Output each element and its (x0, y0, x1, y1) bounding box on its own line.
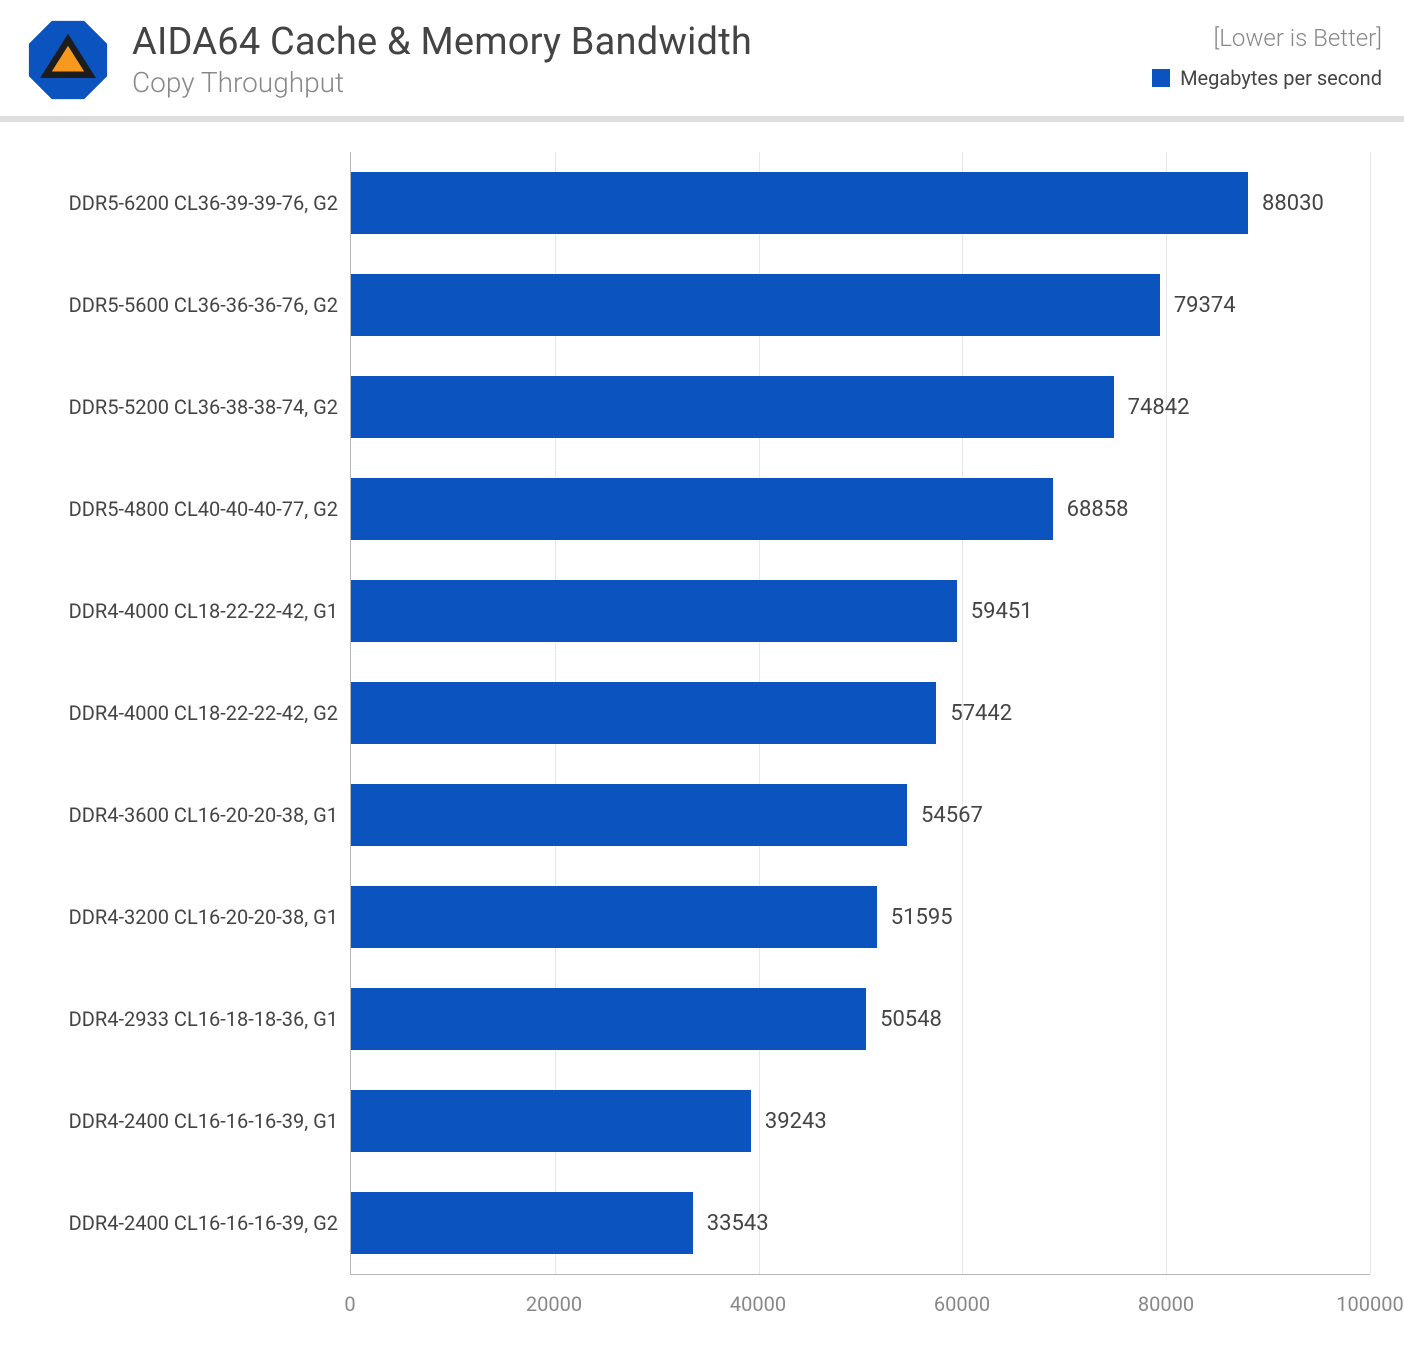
gridline (1370, 152, 1371, 1274)
category-label: DDR5-6200 CL36-39-39-76, G2 (10, 152, 350, 254)
bar-value-label: 57442 (936, 701, 1012, 726)
bar-row: 51595 (351, 866, 1370, 968)
plot-area: 88030 79374 74842 68858 59451 57442 54567 51595… (350, 152, 1370, 1274)
category-label: DDR4-2400 CL16-16-16-39, G1 (10, 1070, 350, 1172)
category-label: DDR4-2933 CL16-18-18-36, G1 (10, 968, 350, 1070)
bar (351, 376, 1114, 438)
category-label: DDR5-4800 CL40-40-40-77, G2 (10, 458, 350, 560)
category-label: DDR4-2400 CL16-16-16-39, G2 (10, 1172, 350, 1274)
legend-swatch-icon (1152, 69, 1170, 87)
bar (351, 1192, 693, 1254)
bar-row: 50548 (351, 968, 1370, 1070)
bar-row: 74842 (351, 356, 1370, 458)
bar (351, 478, 1053, 540)
category-label: DDR4-4000 CL18-22-22-42, G1 (10, 560, 350, 662)
bar-row: 39243 (351, 1070, 1370, 1172)
bar-rows: 88030 79374 74842 68858 59451 57442 54567 51595… (351, 152, 1370, 1274)
bar-row: 79374 (351, 254, 1370, 356)
chart-header: AIDA64 Cache & Memory Bandwidth Copy Thr… (0, 0, 1404, 122)
chart-area: DDR5-6200 CL36-39-39-76, G2DDR5-5600 CL3… (0, 122, 1404, 1340)
bar-value-label: 59451 (957, 599, 1033, 624)
x-tick-label: 100000 (1336, 1292, 1403, 1316)
x-tick-label: 60000 (934, 1292, 990, 1316)
bar (351, 172, 1248, 234)
category-label: DDR4-4000 CL18-22-22-42, G2 (10, 662, 350, 764)
category-label: DDR5-5600 CL36-36-36-76, G2 (10, 254, 350, 356)
legend-label: Megabytes per second (1180, 66, 1382, 90)
legend: Megabytes per second (1152, 66, 1382, 90)
bar-value-label: 79374 (1160, 293, 1236, 318)
chart-title: AIDA64 Cache & Memory Bandwidth (132, 20, 1152, 64)
x-axis-line (350, 1274, 1370, 1282)
bar-row: 33543 (351, 1172, 1370, 1274)
bar (351, 886, 877, 948)
site-logo-icon (22, 14, 114, 106)
bar-value-label: 54567 (907, 803, 983, 828)
x-tick-label: 20000 (526, 1292, 582, 1316)
bar-row: 59451 (351, 560, 1370, 662)
bar (351, 274, 1160, 336)
bar-value-label: 39243 (751, 1109, 827, 1134)
bar (351, 1090, 751, 1152)
bar-row: 88030 (351, 152, 1370, 254)
x-tick-label: 80000 (1138, 1292, 1194, 1316)
category-label: DDR5-5200 CL36-38-38-74, G2 (10, 356, 350, 458)
bar (351, 784, 907, 846)
bar-value-label: 33543 (693, 1211, 769, 1236)
category-label: DDR4-3200 CL16-20-20-38, G1 (10, 866, 350, 968)
direction-note: [Lower is Better] (1152, 24, 1382, 52)
bar (351, 682, 936, 744)
x-tick-label: 0 (344, 1292, 355, 1316)
y-axis-labels: DDR5-6200 CL36-39-39-76, G2DDR5-5600 CL3… (10, 152, 350, 1274)
bar-value-label: 51595 (877, 905, 953, 930)
chart-subtitle: Copy Throughput (132, 66, 1152, 99)
bar-value-label: 68858 (1053, 497, 1129, 522)
x-axis-ticks: 020000400006000080000100000 (350, 1282, 1370, 1326)
bar-row: 57442 (351, 662, 1370, 764)
bar-value-label: 88030 (1248, 191, 1324, 216)
category-label: DDR4-3600 CL16-20-20-38, G1 (10, 764, 350, 866)
x-tick-label: 40000 (730, 1292, 786, 1316)
bar-row: 54567 (351, 764, 1370, 866)
bar-value-label: 50548 (866, 1007, 942, 1032)
bar-value-label: 74842 (1114, 395, 1190, 420)
bar (351, 580, 957, 642)
bar (351, 988, 866, 1050)
bar-row: 68858 (351, 458, 1370, 560)
